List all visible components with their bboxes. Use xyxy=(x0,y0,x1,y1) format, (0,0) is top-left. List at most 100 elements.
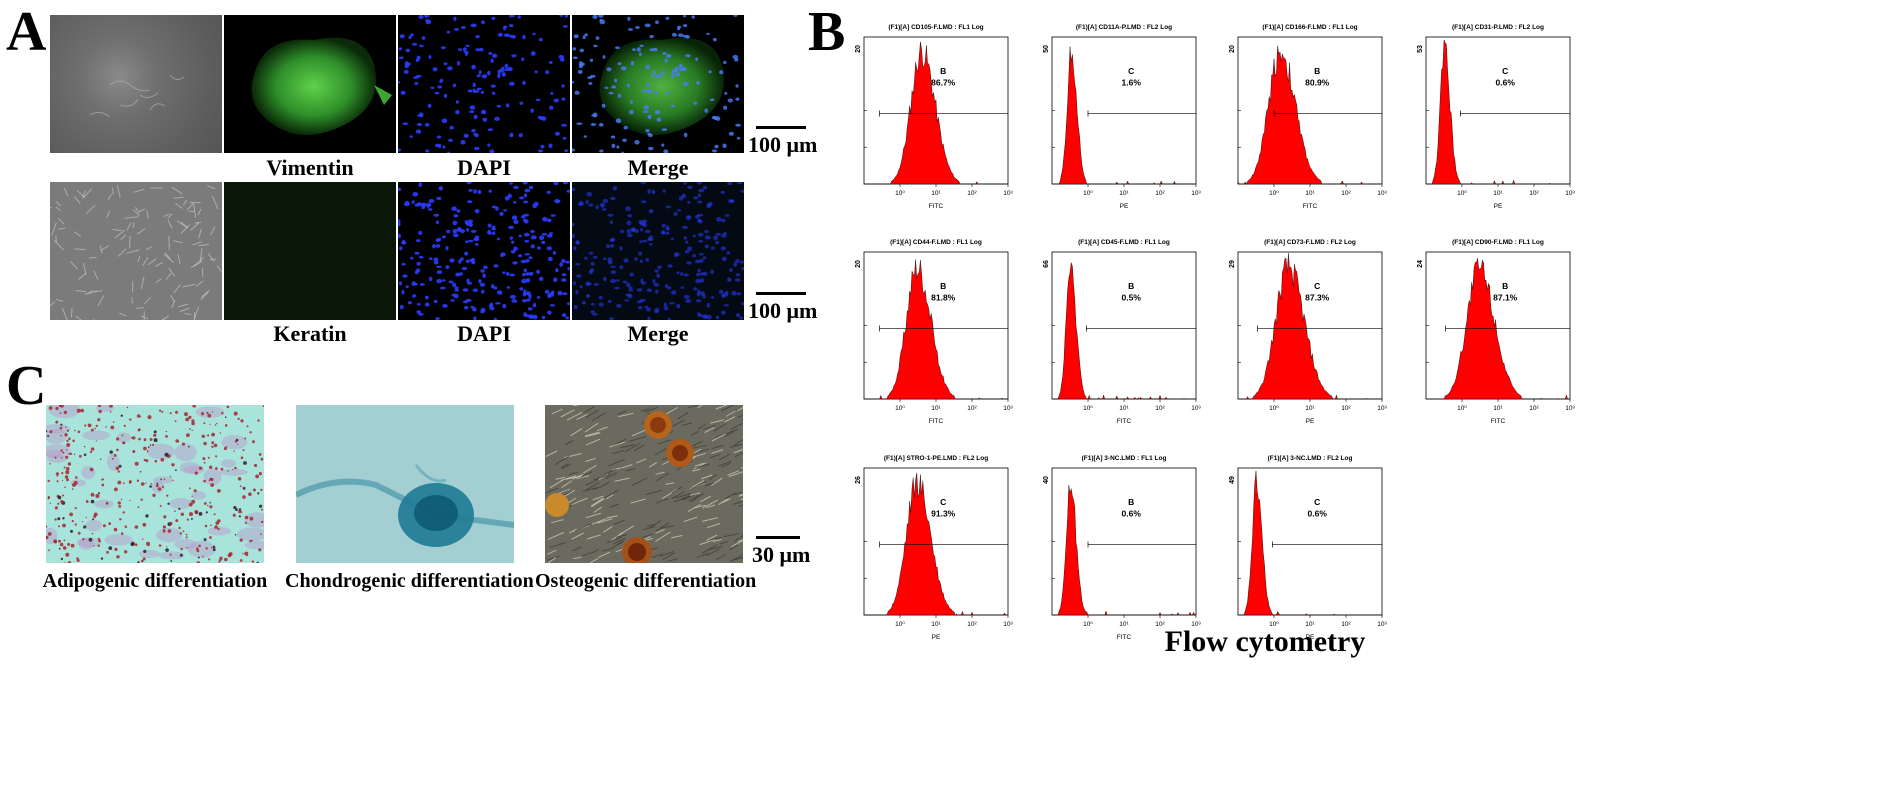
histogram-1: (F1)[A] CD105-F.LMD : FL1 Log B 86.7% 20 10⁰… xyxy=(852,15,1052,215)
x-tick-label: 10¹ xyxy=(931,621,941,628)
x-tick-label: 10¹ xyxy=(1119,190,1129,197)
merge-image-row2 xyxy=(572,182,744,320)
merge-overlay-row1 xyxy=(572,15,741,153)
x-axis-label: PE xyxy=(1306,418,1315,425)
x-tick-label: 10² xyxy=(967,405,977,412)
histogram-title: (F1)[A] CD90-F.LMD : FL1 Log xyxy=(1452,239,1544,246)
dapi-nuclei-row1 xyxy=(398,15,568,153)
x-axis-label: PE xyxy=(1120,203,1129,210)
flow-cytometry-title: Flow cytometry xyxy=(1164,625,1366,658)
x-tick-label: 10⁰ xyxy=(1269,405,1279,412)
gate-label: C xyxy=(1128,66,1134,76)
caption-merge-row1: Merge xyxy=(627,155,689,180)
x-tick-label: 10¹ xyxy=(1493,405,1503,412)
y-max-label: 24 xyxy=(1417,260,1424,268)
x-tick-label: 10³ xyxy=(1191,621,1201,628)
scale-bar-a1 xyxy=(756,126,806,129)
histogram-svg: (F1)[A] CD105-F.LMD : FL1 Log B 86.7% 20 10⁰… xyxy=(855,24,1014,210)
x-tick-label: 10⁰ xyxy=(895,621,905,628)
x-tick-label: 10¹ xyxy=(1305,190,1315,197)
gate-percent: 86.7% xyxy=(931,78,956,88)
histogram-svg: (F1)[A] CD166-F.LMD : FL1 Log B 80.9% 20 10⁰… xyxy=(1229,24,1388,210)
histogram-distribution xyxy=(864,41,1008,185)
x-axis-label: PE xyxy=(932,634,941,641)
histogram-5: (F1)[A] CD44-F.LMD : FL1 Log B 81.8% 20 10⁰ 1… xyxy=(852,230,1052,430)
gate-label: B xyxy=(1128,281,1134,291)
histogram-distribution xyxy=(1238,253,1382,400)
x-tick-label: 10² xyxy=(967,621,977,628)
histogram-distribution xyxy=(1052,262,1196,400)
caption-osteogenic: Osteogenic differentiation xyxy=(535,570,757,592)
gate-percent: 0.6% xyxy=(1122,509,1142,519)
caption-dapi-row2: DAPI xyxy=(457,321,511,346)
histogram-distribution xyxy=(864,472,1008,616)
x-tick-label: 10⁰ xyxy=(1083,405,1093,412)
gate-percent: 87.3% xyxy=(1305,293,1330,303)
histogram-title: (F1)[A] CD45-F.LMD : FL1 Log xyxy=(1078,239,1170,246)
histogram-title: (F1)[A] CD166-F.LMD : FL1 Log xyxy=(1262,24,1357,31)
histogram-title: (F1)[A] 3-NC.LMD : FL2 Log xyxy=(1268,455,1353,462)
histogram-title: (F1)[A] CD11A-P.LMD : FL2 Log xyxy=(1076,24,1172,31)
histogram-title: (F1)[A] CD105-F.LMD : FL1 Log xyxy=(888,24,983,31)
histogram-svg: (F1)[A] CD90-F.LMD : FL1 Log B 87.1% 24 10⁰ 1… xyxy=(1417,239,1576,425)
x-tick-label: 10⁰ xyxy=(1457,190,1467,197)
gate-percent: 87.1% xyxy=(1493,293,1518,303)
gate-label: C xyxy=(1314,281,1320,291)
gate-percent: 0.6% xyxy=(1496,78,1516,88)
x-axis-label: FITC xyxy=(929,418,944,425)
gate-percent: 80.9% xyxy=(1305,78,1330,88)
merge-overlay-row2 xyxy=(572,182,744,320)
y-max-label: 29 xyxy=(1229,260,1236,268)
dapi-image-row2 xyxy=(398,182,570,320)
y-max-label: 20 xyxy=(855,260,862,268)
histogram-4: (F1)[A] CD31-P.LMD : FL2 Log C 0.6% 53 10⁰ 10… xyxy=(1414,15,1614,215)
gate-percent: 91.3% xyxy=(931,509,956,519)
histogram-title: (F1)[A] CD31-P.LMD : FL2 Log xyxy=(1452,24,1544,31)
y-max-label: 49 xyxy=(1229,476,1236,484)
x-tick-label: 10² xyxy=(1155,190,1165,197)
histogram-svg: (F1)[A] CD31-P.LMD : FL2 Log C 0.6% 53 10⁰ 10… xyxy=(1417,24,1576,210)
x-tick-label: 10⁰ xyxy=(1083,621,1093,628)
histogram-7: (F1)[A] CD73-F.LMD : FL2 Log C 87.3% 29 10⁰ 1… xyxy=(1226,230,1426,430)
x-axis-label: PE xyxy=(1306,634,1315,641)
x-tick-label: 10⁰ xyxy=(1083,190,1093,197)
x-tick-label: 10² xyxy=(1341,405,1351,412)
gate-label: B xyxy=(1314,66,1320,76)
histogram-title: (F1)[A] STRO-1-PE.LMD : FL2 Log xyxy=(884,455,988,462)
caption-vimentin: Vimentin xyxy=(266,155,354,180)
scale-label-c: 30 μm xyxy=(752,542,811,567)
histogram-3: (F1)[A] CD166-F.LMD : FL1 Log B 80.9% 20 10⁰… xyxy=(1226,15,1426,215)
gate-label: C xyxy=(940,497,946,507)
y-max-label: 20 xyxy=(855,45,862,53)
x-tick-label: 10³ xyxy=(1003,190,1013,197)
osteogenic-image xyxy=(545,405,743,563)
caption-chondrogenic: Chondrogenic differentiation xyxy=(285,570,534,592)
x-tick-label: 10² xyxy=(1529,190,1539,197)
histogram-distribution xyxy=(1052,484,1196,616)
chondrogenic-image xyxy=(296,405,514,563)
caption-adipogenic: Adipogenic differentiation xyxy=(42,570,268,592)
histogram-title: (F1)[A] CD44-F.LMD : FL1 Log xyxy=(890,239,982,246)
x-tick-label: 10¹ xyxy=(1119,621,1129,628)
x-tick-label: 10³ xyxy=(1377,190,1387,197)
osteogenic-stain xyxy=(545,405,743,563)
x-tick-label: 10⁰ xyxy=(1457,405,1467,412)
gate-label: B xyxy=(940,281,946,291)
panel-label-b: B xyxy=(808,1,846,63)
brightfield-texture-row2 xyxy=(50,185,222,320)
x-axis-label: FITC xyxy=(1303,203,1318,210)
x-tick-label: 10¹ xyxy=(931,190,941,197)
histogram-8: (F1)[A] CD90-F.LMD : FL1 Log B 87.1% 24 10⁰ 1… xyxy=(1414,230,1614,430)
gate-percent: 81.8% xyxy=(931,293,956,303)
histogram-distribution xyxy=(1052,46,1196,185)
y-max-label: 50 xyxy=(1043,45,1050,53)
y-max-label: 40 xyxy=(1043,476,1050,484)
y-max-label: 53 xyxy=(1417,45,1424,53)
caption-dapi-row1: DAPI xyxy=(457,155,511,180)
histogram-distribution xyxy=(1237,45,1382,185)
histogram-svg: (F1)[A] CD73-F.LMD : FL2 Log C 87.3% 29 10⁰ 1… xyxy=(1229,239,1388,425)
x-tick-label: 10³ xyxy=(1191,190,1201,197)
gate-percent: 0.5% xyxy=(1122,293,1142,303)
histogram-title: (F1)[A] CD73-F.LMD : FL2 Log xyxy=(1264,239,1356,246)
dapi-image-row1 xyxy=(398,15,570,153)
